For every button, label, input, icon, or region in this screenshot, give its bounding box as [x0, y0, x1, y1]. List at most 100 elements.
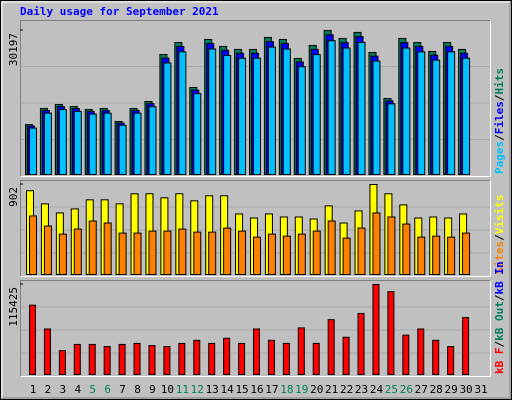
bar [417, 236, 426, 275]
bar [462, 232, 471, 275]
panel-bevel [20, 20, 491, 177]
bar [148, 230, 157, 275]
bar [447, 346, 455, 376]
x-tick-label: 1 [30, 383, 37, 396]
x-tick-label: 5 [89, 383, 96, 396]
bar [193, 93, 202, 175]
bar [118, 124, 127, 175]
bar [432, 59, 441, 175]
y-tick-label: 30197 [7, 33, 20, 66]
bar [432, 235, 441, 275]
panel-bevel [20, 180, 491, 277]
bar [417, 328, 425, 376]
bar [282, 342, 290, 376]
legend-entry: kB In [493, 261, 506, 294]
x-tick-label: 7 [119, 383, 126, 396]
x-tick-label: 31 [474, 383, 487, 396]
x-tick-label: 8 [134, 383, 141, 396]
bar [73, 343, 81, 376]
bar [208, 342, 216, 376]
bar [133, 112, 142, 175]
x-tick-label: 29 [445, 383, 458, 396]
x-tick-label: 20 [310, 383, 323, 396]
panel-bevel [20, 20, 491, 177]
bar [372, 212, 381, 275]
bar [447, 51, 456, 175]
bar [342, 237, 351, 276]
y-tick-label: 902 [7, 187, 20, 207]
legend-separator: / [493, 294, 506, 301]
bar [387, 103, 396, 175]
bar [267, 46, 276, 175]
bar [417, 51, 426, 175]
bar [402, 223, 411, 275]
bar [267, 233, 276, 276]
bar [88, 113, 97, 176]
bar [238, 57, 247, 175]
bar [29, 127, 37, 175]
x-tick-label: 27 [415, 383, 428, 396]
x-tick-label: 23 [355, 383, 368, 396]
bar [297, 327, 305, 375]
bar [43, 112, 52, 175]
x-tick-label: 28 [430, 383, 443, 396]
bar [327, 220, 336, 275]
x-tick-label: 9 [149, 383, 156, 396]
bar [29, 304, 36, 375]
x-tick-label: 2 [45, 383, 52, 396]
bar [253, 328, 260, 376]
bar [223, 55, 232, 175]
x-tick-label: 11 [176, 383, 189, 396]
bar [103, 222, 112, 275]
bar [193, 231, 202, 275]
x-tick-label: 16 [250, 383, 263, 396]
legend-separator: / [493, 94, 506, 101]
bar [342, 336, 350, 376]
bar [297, 66, 306, 175]
bar [163, 62, 172, 176]
bar [208, 48, 217, 175]
x-tick-label: 12 [191, 383, 204, 396]
bar [282, 48, 291, 175]
legend-separator: / [493, 134, 506, 141]
legend: Pages/Files/Hits [493, 68, 506, 174]
bar [357, 312, 365, 375]
bar [432, 339, 440, 375]
bar [118, 232, 127, 275]
bar [327, 319, 335, 376]
bar [29, 215, 37, 275]
bar [282, 235, 291, 275]
bar [58, 233, 67, 276]
legend-separator: / [493, 234, 506, 241]
x-tick-label: 19 [295, 383, 308, 396]
bar [253, 236, 261, 275]
x-tick-label: 10 [161, 383, 174, 396]
bar [118, 343, 126, 376]
bar [178, 228, 187, 275]
bar [58, 108, 67, 175]
legend-separator: / [493, 341, 506, 348]
x-tick-label: 17 [265, 383, 278, 396]
bar [43, 225, 52, 276]
bar [133, 342, 141, 376]
x-tick-label: 24 [370, 383, 384, 396]
bar [312, 54, 321, 175]
bar [223, 337, 231, 376]
bar [103, 346, 111, 376]
bar [312, 230, 321, 275]
x-tick-label: 25 [385, 383, 398, 396]
bar [223, 227, 232, 275]
x-tick-label: 14 [221, 383, 235, 396]
bar [402, 47, 411, 175]
bar [297, 233, 306, 276]
legend-entry: Visits [493, 195, 506, 235]
panel-bevel [20, 180, 491, 277]
legend-entry: Files [493, 101, 506, 134]
bar [267, 339, 275, 375]
legend-entry: Sites [493, 241, 506, 274]
bar [73, 110, 82, 175]
bar [43, 328, 51, 376]
bar [372, 284, 380, 375]
